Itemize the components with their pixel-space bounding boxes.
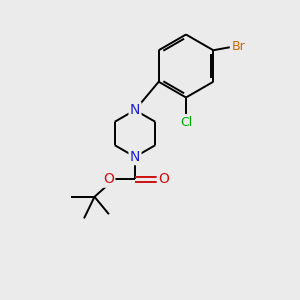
Text: O: O [158,172,169,186]
Text: N: N [130,150,140,164]
Text: N: N [130,103,140,117]
Text: O: O [103,172,114,186]
Text: Br: Br [232,40,246,53]
Text: Cl: Cl [180,116,192,129]
